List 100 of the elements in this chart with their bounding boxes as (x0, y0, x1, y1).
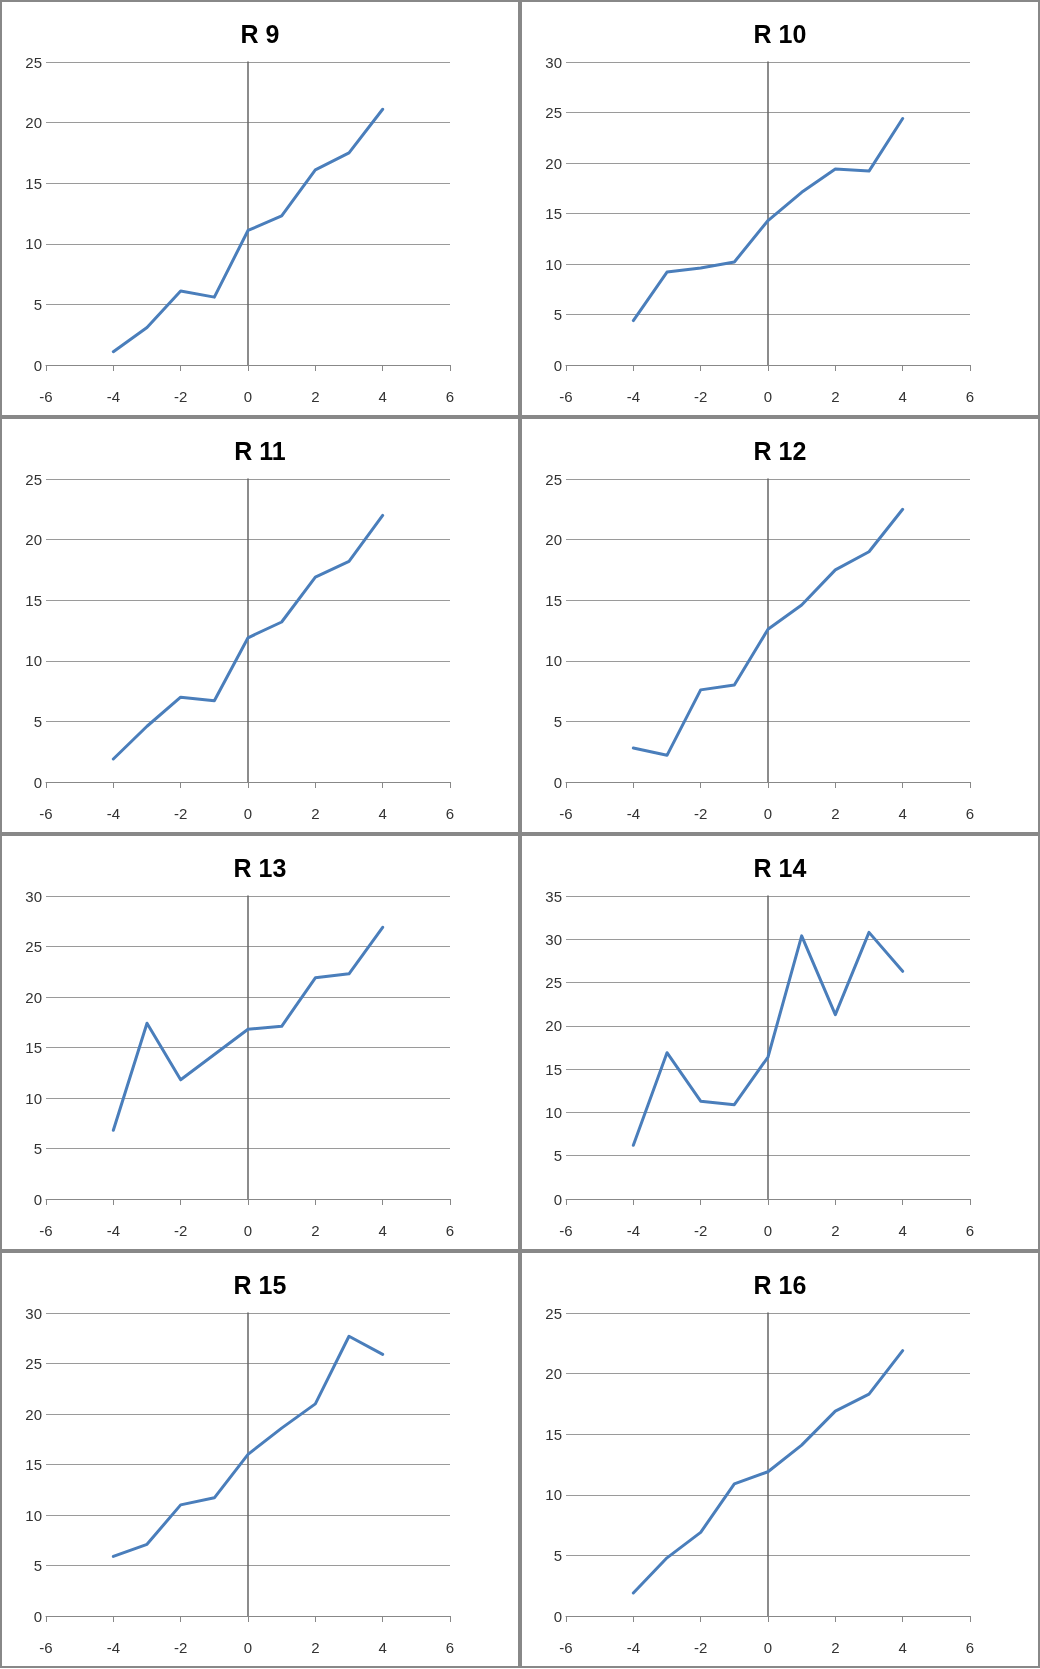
line-series (111, 107, 385, 354)
y-tick-label: 25 (545, 974, 562, 992)
x-tick-label: 0 (763, 805, 773, 822)
y-tick-label: 25 (545, 1304, 562, 1322)
x-tick-label: -2 (693, 388, 708, 405)
y-tick-label: 5 (33, 1557, 42, 1574)
y-tick-label: 0 (553, 773, 562, 791)
x-tick-label: 6 (445, 805, 455, 822)
x-tick-label: -2 (693, 1222, 708, 1239)
x-tick-label: -4 (106, 1222, 121, 1239)
y-tick-label: 10 (545, 1103, 562, 1121)
y-tick-label: 5 (553, 306, 562, 323)
x-tick-label: 4 (378, 388, 387, 405)
x-tick-label: 4 (898, 388, 907, 405)
x-tick-label: 2 (831, 388, 840, 405)
y-tick-label: 15 (545, 205, 562, 222)
y-tick-label: 0 (33, 1607, 42, 1625)
y-tick-label: 0 (33, 773, 42, 791)
x-tick-label: 6 (965, 805, 975, 822)
y-tick-label: 0 (33, 1190, 42, 1208)
chart-title: R 14 (753, 853, 807, 882)
y-tick-label: 5 (553, 712, 562, 730)
x-tick-label: 4 (378, 1222, 387, 1239)
x-tick-label: 6 (445, 388, 455, 405)
x-tick-label: 0 (763, 1222, 773, 1239)
line-series (631, 930, 905, 1147)
x-tick-label: 6 (965, 1639, 975, 1656)
y-tick-label: 10 (545, 1486, 562, 1504)
y-tick-label: 10 (25, 1089, 42, 1107)
y-tick-label: 0 (33, 356, 42, 374)
y-tick-label: 5 (553, 1147, 562, 1165)
y-tick-label: 30 (25, 1304, 42, 1322)
x-tick-label: -4 (626, 1639, 641, 1656)
line-series (111, 925, 385, 1132)
y-tick-label: 25 (25, 53, 42, 71)
line-series (111, 1334, 385, 1558)
x-tick-label: 0 (243, 388, 253, 405)
y-tick-label: 10 (25, 1506, 42, 1524)
chart-title: R 11 (234, 436, 286, 465)
x-tick-label: 0 (763, 388, 773, 405)
y-tick-label: 20 (25, 1405, 42, 1423)
x-tick-label: -2 (173, 388, 188, 405)
line-series (111, 513, 385, 761)
y-tick-label: 5 (33, 1140, 42, 1157)
x-tick-label: -6 (559, 805, 573, 822)
y-tick-label: 5 (553, 1546, 562, 1564)
x-tick-label: 0 (763, 1639, 773, 1656)
y-tick-label: 5 (33, 712, 42, 730)
y-tick-label: 25 (25, 1355, 42, 1372)
y-tick-label: 25 (545, 104, 562, 121)
x-tick-label: 0 (243, 1639, 253, 1656)
x-tick-label: -6 (39, 1639, 53, 1656)
x-tick-label: -2 (173, 805, 188, 822)
x-tick-label: -6 (559, 1639, 573, 1656)
x-tick-label: -2 (173, 1222, 188, 1239)
y-tick-label: 10 (545, 255, 562, 273)
chart-title: R 15 (233, 1270, 287, 1299)
chart-title: R 13 (233, 853, 287, 882)
y-tick-label: 20 (545, 154, 562, 172)
x-tick-label: -6 (559, 388, 573, 405)
y-tick-label: 15 (25, 1039, 42, 1056)
y-tick-label: 0 (553, 356, 562, 374)
y-tick-label: 20 (545, 531, 562, 549)
y-tick-label: 25 (25, 938, 42, 955)
x-tick-label: 0 (243, 1222, 253, 1239)
x-tick-label: 4 (378, 805, 387, 822)
line-series (631, 507, 905, 757)
y-tick-label: 20 (25, 114, 42, 132)
y-tick-label: 0 (553, 1190, 562, 1208)
x-tick-label: 2 (311, 1222, 320, 1239)
chart-title: R 12 (753, 436, 807, 465)
y-tick-label: 15 (25, 1456, 42, 1473)
x-tick-label: 2 (311, 1639, 320, 1656)
x-tick-label: 2 (311, 805, 320, 822)
y-tick-label: 30 (25, 887, 42, 905)
y-tick-label: 15 (545, 1060, 562, 1078)
x-tick-label: 4 (378, 1639, 387, 1656)
x-tick-label: 0 (243, 805, 253, 822)
y-tick-label: 10 (545, 652, 562, 670)
y-tick-label: 30 (545, 53, 562, 71)
y-tick-label: 10 (25, 652, 42, 670)
x-tick-label: 6 (965, 388, 975, 405)
x-tick-label: 2 (831, 1639, 840, 1656)
x-tick-label: 2 (831, 1222, 840, 1239)
y-tick-label: 20 (25, 988, 42, 1006)
y-tick-label: 15 (25, 591, 42, 609)
x-tick-label: -4 (106, 388, 121, 405)
y-tick-label: 25 (545, 470, 562, 488)
y-tick-label: 25 (25, 470, 42, 488)
x-tick-label: 6 (445, 1222, 455, 1239)
x-tick-label: -4 (106, 805, 121, 822)
y-tick-label: 20 (545, 1365, 562, 1383)
y-tick-label: 15 (545, 1425, 562, 1443)
x-tick-label: -2 (693, 805, 708, 822)
y-tick-label: 0 (553, 1607, 562, 1625)
y-tick-label: 30 (545, 930, 562, 948)
x-tick-label: -4 (626, 805, 641, 822)
chart-title: R 16 (753, 1270, 807, 1299)
y-tick-label: 5 (33, 295, 42, 313)
x-tick-label: -4 (106, 1639, 121, 1656)
